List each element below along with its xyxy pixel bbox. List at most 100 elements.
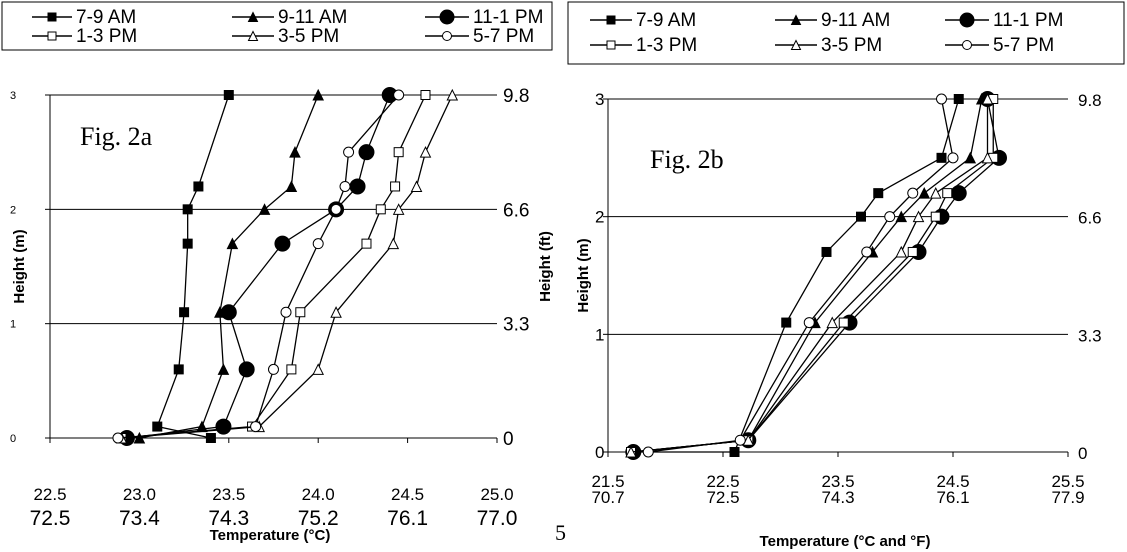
legend-marker bbox=[442, 31, 452, 41]
legend-label: 3-5 PM bbox=[278, 26, 339, 47]
data-point bbox=[289, 146, 301, 158]
data-point bbox=[268, 363, 279, 375]
data-point bbox=[856, 211, 866, 222]
data-point bbox=[420, 90, 431, 100]
x-tick-label: 23.5 bbox=[821, 472, 854, 491]
legend-marker bbox=[606, 40, 616, 50]
data-point bbox=[330, 203, 342, 215]
data-point bbox=[390, 181, 401, 192]
data-point bbox=[410, 180, 423, 192]
y-tick-label: 1 bbox=[10, 319, 16, 331]
data-point bbox=[258, 203, 271, 215]
data-point bbox=[339, 180, 351, 192]
data-point bbox=[964, 151, 977, 164]
data-point bbox=[929, 187, 942, 199]
y2-tick-label: 6.6 bbox=[503, 200, 529, 221]
series-line bbox=[633, 98, 983, 453]
data-point bbox=[981, 151, 994, 164]
x2-tick-label: 72.5 bbox=[706, 488, 739, 507]
data-point bbox=[861, 246, 873, 258]
legend-marker bbox=[962, 40, 972, 50]
series-line bbox=[648, 98, 954, 453]
data-point bbox=[947, 152, 959, 164]
x2-tick-label: 77.9 bbox=[1051, 488, 1084, 507]
data-point bbox=[393, 147, 404, 158]
legend-label: 11-1 PM bbox=[993, 10, 1063, 31]
data-point bbox=[936, 93, 947, 105]
y-tick-label: 2 bbox=[595, 208, 604, 227]
data-point bbox=[215, 418, 232, 435]
series-line bbox=[633, 98, 1000, 453]
legend-box bbox=[567, 1, 1125, 65]
data-point bbox=[112, 432, 124, 444]
legend-label: 5-7 PM bbox=[473, 26, 534, 47]
y2-tick-label: 3.3 bbox=[503, 315, 529, 336]
data-point bbox=[642, 446, 654, 458]
data-point bbox=[826, 316, 839, 329]
data-point bbox=[953, 94, 964, 104]
data-point bbox=[942, 188, 953, 199]
data-point bbox=[907, 187, 919, 199]
data-point bbox=[838, 317, 849, 328]
data-point bbox=[803, 317, 815, 329]
series-line bbox=[121, 94, 453, 439]
data-point bbox=[907, 246, 918, 257]
data-point bbox=[182, 238, 193, 249]
x2-tick-label: 70.7 bbox=[591, 488, 624, 507]
data-point bbox=[295, 307, 306, 318]
legend-label: 5-7 PM bbox=[993, 35, 1054, 56]
legend-marker bbox=[790, 39, 802, 50]
x2-tick-label: 72.5 bbox=[30, 507, 71, 530]
legend-box bbox=[1, 1, 553, 51]
series-line bbox=[630, 99, 989, 453]
data-point bbox=[936, 152, 947, 163]
x-tick-label: 25.5 bbox=[1051, 472, 1084, 491]
y2-tick-label: 6.6 bbox=[1078, 209, 1102, 228]
data-point bbox=[729, 447, 740, 457]
legend-label: 7-9 AM bbox=[636, 10, 696, 31]
legend-label: 1-3 PM bbox=[636, 35, 697, 56]
data-point bbox=[274, 235, 291, 252]
data-point bbox=[193, 181, 204, 192]
legend-marker bbox=[47, 31, 57, 41]
data-point bbox=[312, 88, 325, 101]
data-point bbox=[217, 363, 230, 375]
series-line bbox=[631, 98, 960, 453]
series-line bbox=[126, 94, 391, 439]
x2-tick-label: 76.1 bbox=[387, 507, 428, 530]
data-point bbox=[152, 421, 163, 432]
x-tick-label: 24.5 bbox=[391, 485, 424, 504]
series-line bbox=[630, 99, 994, 453]
x2-tick-label: 75.2 bbox=[298, 507, 339, 530]
data-point bbox=[742, 434, 755, 446]
y-tick-label: 3 bbox=[595, 90, 604, 109]
data-point bbox=[226, 237, 239, 250]
y2-axis-label: Height (ft) bbox=[537, 231, 554, 302]
x-axis-label: Temperature (°C and °F) bbox=[760, 533, 931, 550]
data-point bbox=[223, 90, 234, 100]
legend-marker bbox=[439, 9, 455, 25]
data-point bbox=[895, 210, 908, 223]
data-point bbox=[918, 187, 931, 199]
series-line bbox=[156, 94, 230, 439]
data-point bbox=[343, 146, 355, 158]
data-point bbox=[358, 144, 375, 161]
data-point bbox=[312, 238, 324, 250]
data-point bbox=[912, 210, 925, 223]
data-point bbox=[821, 246, 832, 257]
data-point bbox=[981, 92, 994, 105]
data-point bbox=[285, 180, 298, 192]
x2-tick-label: 74.3 bbox=[821, 488, 854, 507]
legend-label: 9-11 AM bbox=[821, 10, 890, 31]
x-tick-label: 23.5 bbox=[212, 485, 245, 504]
y-tick-label: 2 bbox=[10, 204, 16, 216]
data-point bbox=[220, 304, 237, 321]
y-tick-label: 0 bbox=[595, 443, 604, 462]
legend-marker bbox=[247, 30, 259, 41]
series-line bbox=[121, 94, 427, 439]
y-axis-label: Height (m) bbox=[11, 229, 28, 303]
y2-tick-label: 0 bbox=[503, 429, 514, 450]
data-point bbox=[930, 211, 941, 222]
data-point bbox=[205, 433, 216, 443]
data-point bbox=[286, 364, 297, 375]
